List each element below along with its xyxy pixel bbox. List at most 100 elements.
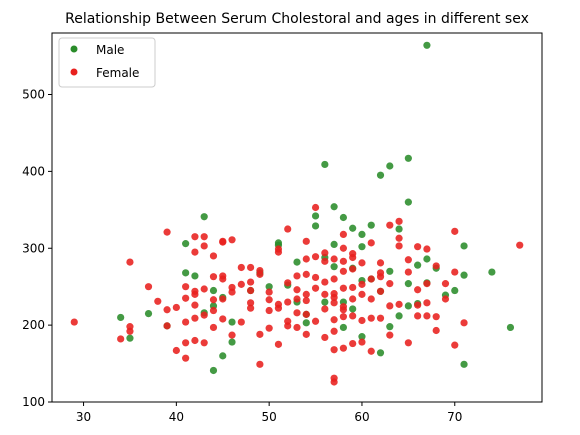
y-tick-label: 400 (22, 164, 45, 178)
scatter-point-male (460, 360, 468, 368)
scatter-point-male (330, 263, 338, 271)
scatter-point-female (432, 313, 440, 321)
scatter-point-female (311, 203, 320, 212)
scatter-point-female (247, 304, 255, 312)
scatter-point-female (339, 257, 347, 265)
scatter-point-female (117, 335, 125, 343)
scatter-point-female (302, 296, 310, 305)
scatter-point-female (423, 312, 431, 320)
scatter-point-female (191, 336, 199, 345)
scatter-point-male (376, 171, 385, 179)
scatter-point-male (330, 240, 338, 249)
scatter-point-female (293, 295, 301, 303)
scatter-point-female (154, 297, 162, 305)
scatter-point-male (349, 305, 357, 313)
scatter-point-female (144, 283, 153, 291)
scatter-point-female (349, 265, 357, 273)
scatter-point-female (330, 275, 338, 283)
scatter-point-female (311, 317, 320, 325)
scatter-point-female (191, 301, 199, 309)
scatter-point-female (247, 263, 255, 272)
scatter-point-male (404, 198, 412, 206)
scatter-point-female (172, 303, 180, 312)
scatter-point-female (191, 248, 199, 256)
scatter-point-female (423, 280, 431, 288)
scatter-point-male (339, 323, 347, 332)
scatter-point-female (293, 323, 301, 332)
scatter-point-male (414, 261, 422, 269)
scatter-point-female (339, 267, 347, 275)
scatter-point-male (228, 318, 236, 326)
scatter-point-female (395, 217, 403, 225)
scatter-point-female (321, 305, 329, 313)
scatter-point-female (284, 298, 292, 306)
scatter-point-female (376, 287, 385, 295)
scatter-point-female (386, 302, 394, 310)
scatter-point-male (451, 286, 459, 295)
plot-frame (51, 32, 543, 403)
scatter-point-male (265, 283, 273, 291)
scatter-point-female (209, 296, 218, 304)
scatter-point-female (265, 296, 273, 304)
scatter-point-female (191, 314, 199, 322)
scatter-point-male (126, 334, 134, 342)
scatter-point-female (219, 272, 227, 280)
scatter-point-female (321, 333, 329, 342)
scatter-point-female (284, 225, 292, 233)
scatter-point-female (209, 252, 218, 260)
scatter-point-female (163, 322, 171, 330)
scatter-point-female (126, 258, 134, 266)
scatter-point-female (265, 306, 273, 315)
legend-marker-male (70, 45, 78, 53)
scatter-point-male (302, 319, 310, 327)
scatter-point-female (228, 331, 236, 339)
scatter-point-male (321, 160, 329, 169)
scatter-point-male (349, 224, 357, 232)
legend-label-female: Female (96, 66, 139, 80)
scatter-point-female (256, 266, 264, 275)
scatter-point-female (311, 284, 320, 292)
scatter-point-female (191, 287, 199, 295)
scatter-point-female (321, 257, 329, 265)
scatter-point-female (293, 309, 301, 317)
scatter-point-female (330, 299, 338, 307)
legend-label-male: Male (96, 43, 124, 57)
scatter-point-male (358, 243, 366, 251)
scatter-point-male (358, 230, 366, 239)
scatter-point-female (219, 295, 227, 303)
scatter-point-female (349, 295, 357, 303)
scatter-point-male (367, 221, 375, 229)
scatter-point-female (311, 253, 320, 261)
scatter-point-female (219, 315, 227, 323)
y-tick-label: 300 (22, 241, 45, 255)
scatter-point-female (516, 241, 524, 249)
scatter-point-male (404, 280, 412, 288)
scatter-point-female (311, 273, 320, 282)
scatter-point-female (432, 262, 440, 270)
scatter-point-female (358, 338, 366, 346)
scatter-point-female (395, 300, 403, 308)
scatter-point-female (404, 268, 412, 276)
scatter-point-male (460, 271, 468, 279)
scatter-point-female (247, 286, 255, 295)
scatter-point-male (209, 366, 218, 375)
scatter-point-male (293, 258, 301, 266)
legend-box (58, 37, 156, 88)
scatter-point-female (339, 344, 347, 352)
scatter-point-female (395, 242, 403, 250)
scatter-point-female (451, 268, 459, 276)
scatter-point-female (200, 285, 208, 293)
scatter-point-female (441, 280, 450, 288)
scatter-point-female (376, 259, 385, 267)
x-tick-label: 30 (76, 410, 91, 424)
scatter-point-male (209, 286, 218, 295)
scatter-point-male (274, 239, 283, 247)
scatter-point-female (237, 263, 245, 272)
scatter-point-male (488, 268, 496, 276)
scatter-point-female (274, 340, 283, 348)
scatter-point-male (506, 323, 515, 332)
scatter-point-female (200, 339, 208, 347)
scatter-point-female (330, 346, 338, 354)
scatter-point-female (367, 239, 375, 247)
